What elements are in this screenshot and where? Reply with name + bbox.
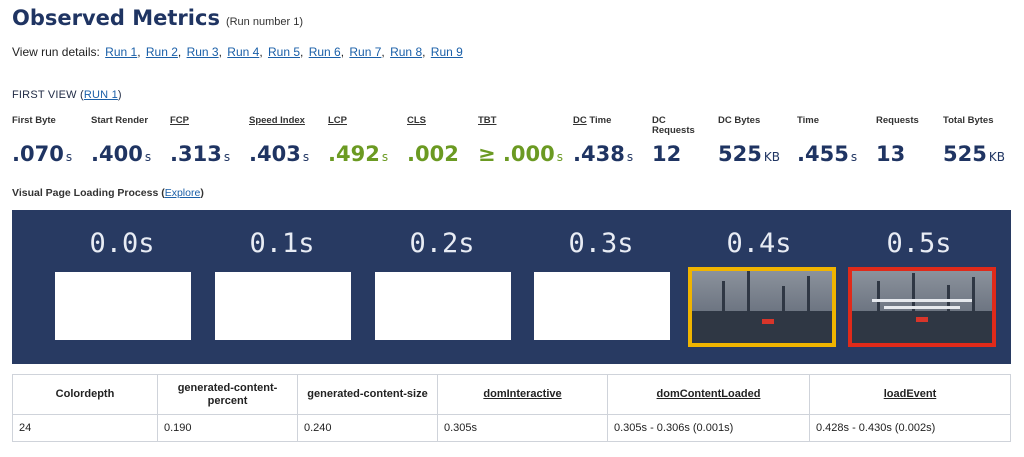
metric-dc-bytes: DC Bytes 525 KB	[718, 115, 780, 167]
filmstrip: 0.0s 0.1s 0.2s 0.3s 0.4s 0.5s	[12, 210, 1011, 364]
table-header-row: Colordepth generated-content-percent gen…	[12, 374, 1011, 415]
frame-thumbnail-lcp[interactable]	[848, 267, 996, 347]
col-generated-content-size: generated-content-size	[297, 374, 438, 415]
col-load-event[interactable]: loadEvent	[809, 374, 1011, 415]
first-view-heading: FIRST VIEW (RUN 1)	[12, 89, 122, 101]
visual-loading-heading: Visual Page Loading Process (Explore)	[12, 187, 204, 199]
col-colordepth: Colordepth	[12, 374, 158, 415]
table-cell: 0.305s	[437, 414, 608, 442]
frame-time: 0.1s	[249, 228, 315, 259]
metric-total-bytes: Total Bytes 525 KB	[943, 115, 1005, 167]
run-link-6[interactable]: Run 6	[308, 45, 341, 59]
frame-thumbnail[interactable]	[375, 272, 511, 340]
run-link-9[interactable]: Run 9	[430, 45, 463, 59]
metric-tbt[interactable]: TBT ≥ .000 s	[478, 115, 563, 167]
metric-start-render: Start Render .400 s	[91, 115, 152, 167]
frame-time: 0.5s	[886, 228, 952, 259]
frame-thumbnail[interactable]	[55, 272, 191, 340]
frame-time: 0.3s	[568, 228, 634, 259]
frame-thumbnail[interactable]	[534, 272, 670, 340]
col-generated-content-percent: generated-content-percent	[157, 374, 298, 415]
frame-time: 0.0s	[89, 228, 155, 259]
metric-fcp[interactable]: FCP .313 s	[170, 115, 231, 167]
metric-lcp[interactable]: LCP .492 s	[328, 115, 389, 167]
metric-cls[interactable]: CLS .002	[407, 115, 459, 167]
metric-dc-requests: DC Requests 12	[652, 115, 695, 167]
frame-thumbnail[interactable]	[215, 272, 351, 340]
col-dom-content-loaded[interactable]: domContentLoaded	[607, 374, 810, 415]
run-link-2[interactable]: Run 2	[145, 45, 178, 59]
table-cell: 24	[12, 414, 158, 442]
table-cell: 0.190	[157, 414, 298, 442]
run-link-5[interactable]: Run 5	[267, 45, 301, 59]
page-header: Observed Metrics (Run number 1)	[12, 6, 303, 30]
run-1-link[interactable]: RUN 1	[83, 89, 118, 101]
frame-time: 0.2s	[409, 228, 475, 259]
metric-dc-time: DC Time .438 s	[573, 115, 634, 167]
explore-link[interactable]: Explore	[164, 187, 201, 199]
run-details-nav: View run details: Run 1, Run 2, Run 3, R…	[12, 45, 463, 59]
run-number-label: (Run number 1)	[225, 16, 303, 28]
frame-thumbnail-changed[interactable]	[688, 267, 836, 347]
run-link-4[interactable]: Run 4	[227, 45, 260, 59]
run-details-label: View run details:	[12, 45, 100, 59]
table-cell: 0.305s - 0.306s (0.001s)	[607, 414, 810, 442]
metric-time: Time .455 s	[797, 115, 858, 167]
metric-speed-index[interactable]: Speed Index .403 s	[249, 115, 310, 167]
page-title: Observed Metrics	[12, 6, 220, 30]
table-cell: 0.428s - 0.430s (0.002s)	[809, 414, 1011, 442]
run-link-1[interactable]: Run 1	[105, 45, 138, 59]
metric-first-byte: First Byte .070 s	[12, 115, 73, 167]
metric-requests: Requests 13	[876, 115, 919, 167]
table-cell: 0.240	[297, 414, 438, 442]
run-link-8[interactable]: Run 8	[390, 45, 423, 59]
table-row: 24 0.190 0.240 0.305s 0.305s - 0.306s (0…	[12, 414, 1011, 442]
run-link-3[interactable]: Run 3	[186, 45, 219, 59]
run-link-7[interactable]: Run 7	[349, 45, 382, 59]
metrics-table: Colordepth generated-content-percent gen…	[12, 374, 1011, 442]
col-dom-interactive[interactable]: domInteractive	[437, 374, 608, 415]
frame-time: 0.4s	[726, 228, 792, 259]
